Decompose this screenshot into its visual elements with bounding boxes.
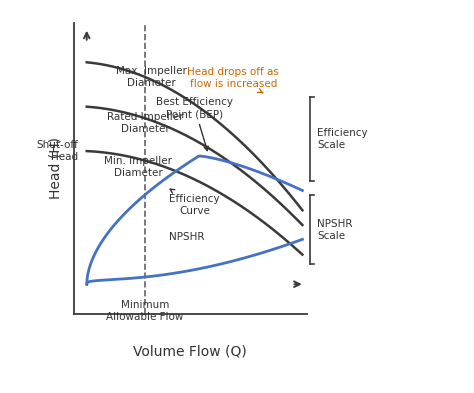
Text: Efficiency
Curve: Efficiency Curve <box>169 189 220 216</box>
Text: Best Efficiency
Point (BEP): Best Efficiency Point (BEP) <box>156 97 233 151</box>
Text: Rated Impeller
Diameter: Rated Impeller Diameter <box>107 112 183 134</box>
X-axis label: Volume Flow (Q): Volume Flow (Q) <box>133 344 247 358</box>
Text: Head drops off as
flow is increased: Head drops off as flow is increased <box>187 67 279 93</box>
Text: Minimum
Allowable Flow: Minimum Allowable Flow <box>106 300 183 322</box>
Text: NPSHR: NPSHR <box>169 232 204 242</box>
Text: Efficiency
Scale: Efficiency Scale <box>317 128 368 150</box>
Y-axis label: Head (H): Head (H) <box>49 137 63 199</box>
Text: NPSHR
Scale: NPSHR Scale <box>317 219 353 241</box>
Text: Min. Impeller
Diameter: Min. Impeller Diameter <box>104 156 173 178</box>
Text: Max. Impeller
Diameter: Max. Impeller Diameter <box>116 66 187 88</box>
Text: Shut-off
Head: Shut-off Head <box>36 140 78 162</box>
